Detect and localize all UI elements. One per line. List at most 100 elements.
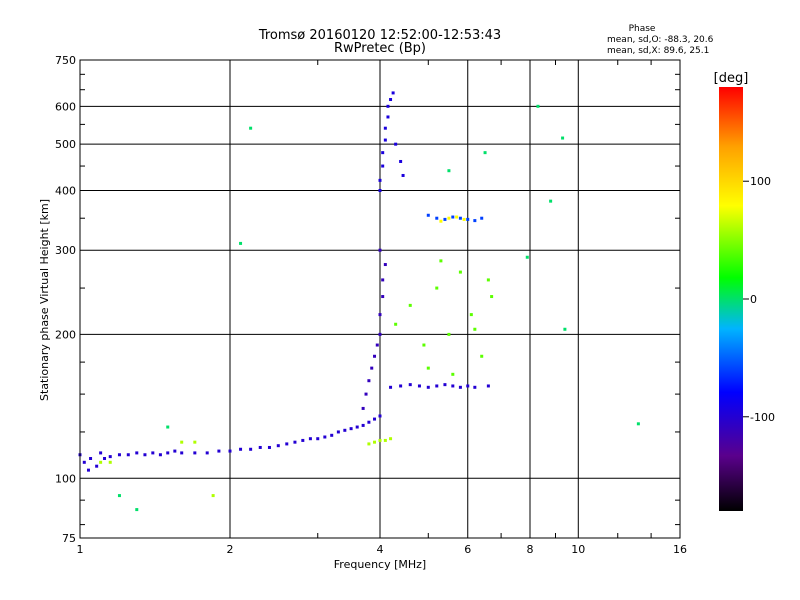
data-point [458, 385, 462, 389]
colorbar-ticks: 100 0 -100 [743, 175, 775, 424]
data-point [466, 384, 470, 388]
x-tick-label: 8 [527, 543, 534, 556]
data-point [361, 406, 365, 410]
data-point [349, 427, 353, 431]
data-point [301, 438, 305, 442]
data-point [447, 332, 451, 336]
data-point [378, 438, 382, 442]
phase-stats-x: mean, sd,X: 89.6, 25.1 [607, 46, 709, 56]
data-point [158, 453, 162, 457]
data-point [86, 468, 90, 472]
data-point [399, 159, 403, 163]
data-point [636, 422, 640, 426]
y-axis-label: Stationary phase Virtual Height [km] [38, 199, 51, 401]
y-tick-label: 500 [55, 138, 76, 151]
data-point [381, 151, 385, 155]
data-point [103, 456, 107, 460]
data-point [473, 219, 477, 223]
data-point [173, 449, 177, 453]
data-point [451, 215, 455, 219]
data-point [383, 263, 387, 267]
data-point [381, 295, 385, 299]
data-point [473, 327, 477, 331]
data-point [193, 451, 197, 455]
data-point [367, 379, 371, 383]
colorbar-tick-label: 0 [750, 293, 757, 306]
x-tick-label: 4 [377, 543, 384, 556]
data-point [336, 430, 340, 434]
data-point [355, 425, 359, 429]
data-point [435, 216, 439, 220]
data-point [381, 278, 385, 282]
x-axis-label: Frequency [MHz] [334, 558, 426, 571]
data-point [469, 313, 473, 317]
y-tick-label: 750 [55, 54, 76, 67]
data-point [258, 445, 262, 449]
grid-lines [80, 60, 680, 538]
data-point [378, 188, 382, 192]
data-point [383, 138, 387, 142]
data-point [95, 464, 99, 468]
x-tick-label: 16 [673, 543, 687, 556]
data-point [426, 213, 430, 217]
data-point [399, 384, 403, 388]
data-point [143, 453, 147, 457]
data-point [361, 423, 365, 427]
data-point [193, 440, 197, 444]
data-point [480, 216, 484, 220]
data-point [239, 447, 243, 451]
x-tick-label: 10 [571, 543, 585, 556]
data-point [394, 322, 398, 326]
data-point [82, 460, 86, 464]
data-point [151, 451, 155, 455]
data-point [108, 455, 112, 459]
data-point [180, 451, 184, 455]
data-point [135, 451, 139, 455]
data-point [217, 449, 221, 453]
chart-title-line1: Tromsø 20160120 12:52:00-12:53:43 [258, 28, 501, 43]
data-point [536, 104, 540, 108]
data-point [367, 420, 371, 424]
data-point [343, 428, 347, 432]
data-point [373, 354, 377, 358]
data-point [383, 438, 387, 442]
data-point [117, 453, 121, 457]
y-tick-label: 400 [55, 184, 76, 197]
data-point [293, 440, 297, 444]
data-point [561, 136, 565, 140]
data-points [78, 91, 640, 512]
colorbar-tick-label: -100 [750, 411, 775, 424]
colorbar-tick-label: 100 [750, 175, 771, 188]
data-point [285, 442, 289, 446]
data-point [447, 216, 451, 220]
data-point [180, 440, 184, 444]
data-point [466, 217, 470, 221]
data-point [386, 104, 390, 108]
data-point [126, 453, 130, 457]
data-point [383, 126, 387, 130]
y-tick-label: 75 [62, 532, 76, 545]
data-point [370, 366, 374, 370]
data-point [378, 313, 382, 317]
y-tick-label: 200 [55, 328, 76, 341]
data-point [563, 327, 567, 331]
data-point [89, 456, 93, 460]
data-point [455, 215, 459, 219]
data-point [439, 219, 443, 223]
data-point [443, 217, 447, 221]
data-point [117, 494, 121, 498]
colorbar-label: [deg] [714, 71, 749, 86]
data-point [239, 241, 243, 245]
data-point [99, 460, 103, 464]
data-point [435, 286, 439, 290]
data-point [389, 385, 393, 389]
data-point [378, 178, 382, 182]
data-point [375, 343, 379, 347]
data-point [435, 384, 439, 388]
data-point [108, 460, 112, 464]
data-point [249, 126, 253, 130]
data-point [211, 494, 215, 498]
colorbar [719, 87, 743, 511]
data-point [389, 98, 393, 102]
